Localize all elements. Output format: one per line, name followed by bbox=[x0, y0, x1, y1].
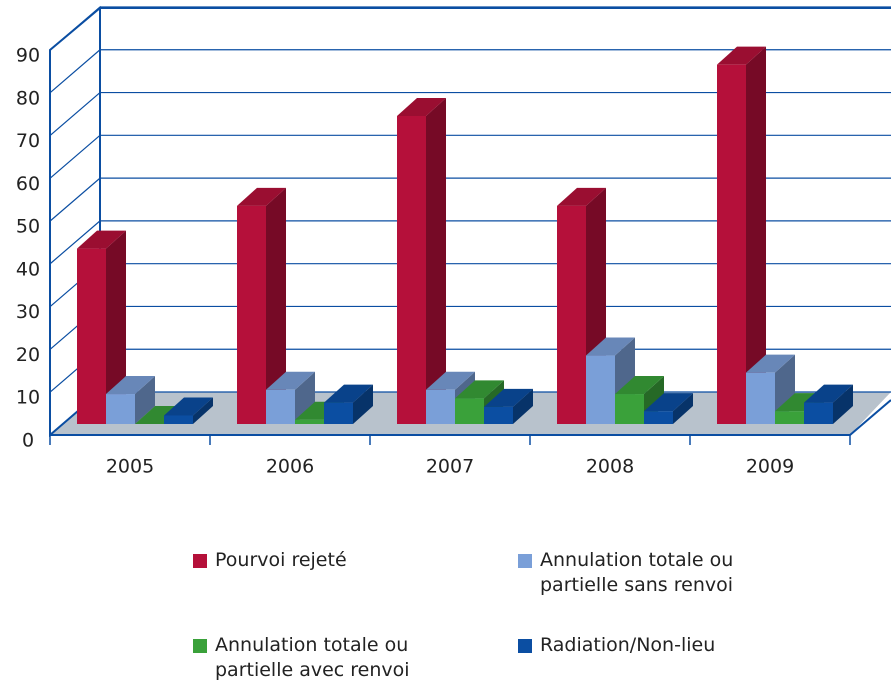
bar-top bbox=[804, 384, 853, 403]
y-tick-label: 90 bbox=[16, 45, 40, 67]
bar-side bbox=[746, 46, 766, 425]
floor-edge bbox=[849, 399, 891, 436]
bar-top bbox=[106, 376, 155, 395]
grid-line bbox=[49, 49, 891, 94]
bar-top bbox=[644, 393, 693, 412]
x-tick-label: 2009 bbox=[746, 456, 794, 478]
grid-line bbox=[49, 220, 891, 265]
bar-side bbox=[106, 230, 126, 424]
bar bbox=[106, 394, 135, 424]
bar bbox=[426, 389, 455, 424]
bar bbox=[804, 402, 833, 424]
legend-label: Annulation totale ou partielle avec renv… bbox=[215, 634, 410, 681]
bar-side bbox=[673, 393, 693, 424]
bar-side bbox=[353, 384, 373, 424]
y-tick-label: 70 bbox=[16, 130, 40, 152]
bar bbox=[77, 248, 106, 424]
bar-top bbox=[164, 397, 213, 416]
grid-line bbox=[49, 134, 891, 179]
legend-item: Pourvoi rejeté bbox=[193, 548, 428, 573]
bar-top bbox=[586, 337, 635, 356]
legend-label: Pourvoi rejeté bbox=[215, 549, 347, 571]
bar-top bbox=[426, 371, 475, 390]
x-tick-label: 2005 bbox=[106, 456, 154, 478]
bar bbox=[644, 411, 673, 424]
bar-side bbox=[295, 371, 315, 424]
y-tick-label: 10 bbox=[16, 387, 40, 409]
bar-side bbox=[135, 376, 155, 424]
bar bbox=[324, 402, 353, 424]
legend-swatch bbox=[193, 639, 207, 653]
legend-label: Annulation totale ou partielle sans renv… bbox=[540, 549, 734, 596]
legend-item: Radiation/Non-lieu bbox=[518, 633, 753, 658]
grid-line bbox=[49, 177, 891, 222]
chart: 0 10 20 30 40 50 60 70 80 90 2005 2006 2007 2008 2009 bbox=[16, 5, 891, 478]
grid-line bbox=[49, 91, 891, 137]
bar bbox=[397, 116, 426, 424]
bar-top bbox=[266, 371, 315, 390]
bar-top bbox=[237, 187, 286, 206]
bar-side bbox=[513, 388, 533, 424]
bar-top bbox=[484, 388, 533, 407]
bar bbox=[586, 355, 615, 424]
bar-side bbox=[426, 98, 446, 424]
legend-swatch bbox=[518, 639, 532, 653]
bar-top bbox=[557, 187, 606, 206]
bar bbox=[717, 64, 746, 425]
y-tick-label: 50 bbox=[16, 216, 40, 238]
bar-top bbox=[397, 98, 446, 116]
bar-top bbox=[717, 46, 766, 65]
bar-top bbox=[615, 376, 664, 395]
legend-item: Annulation totale ou partielle sans renv… bbox=[518, 548, 753, 598]
bar-side bbox=[266, 187, 286, 424]
bar bbox=[295, 419, 324, 424]
grid-line bbox=[49, 6, 891, 51]
y-tick-label: 0 bbox=[22, 430, 34, 452]
bar-top bbox=[455, 380, 504, 399]
x-tick-label: 2008 bbox=[586, 456, 634, 478]
bar-top bbox=[324, 384, 373, 403]
y-tick-label: 60 bbox=[16, 173, 40, 195]
y-tick-label: 40 bbox=[16, 258, 40, 280]
bar bbox=[746, 372, 775, 424]
bar bbox=[237, 205, 266, 424]
legend-item: Annulation totale ou partielle avec renv… bbox=[193, 633, 428, 683]
bar bbox=[484, 406, 513, 424]
bar bbox=[615, 394, 644, 424]
bar bbox=[557, 205, 586, 424]
bar-top bbox=[77, 230, 126, 249]
bar bbox=[266, 389, 295, 424]
bar-side bbox=[193, 397, 213, 424]
bar bbox=[164, 415, 193, 424]
legend-swatch bbox=[193, 554, 207, 568]
bar-side bbox=[833, 384, 853, 424]
legend-swatch bbox=[518, 554, 532, 568]
legend-label: Radiation/Non-lieu bbox=[540, 634, 716, 656]
y-tick-label: 20 bbox=[16, 344, 40, 366]
y-tick-label: 30 bbox=[16, 301, 40, 323]
x-tick-label: 2006 bbox=[266, 456, 314, 478]
x-tick-label: 2007 bbox=[426, 456, 474, 478]
bar bbox=[455, 398, 484, 424]
bar-top bbox=[746, 354, 795, 373]
y-tick-label: 80 bbox=[16, 87, 40, 109]
bar bbox=[775, 411, 804, 424]
